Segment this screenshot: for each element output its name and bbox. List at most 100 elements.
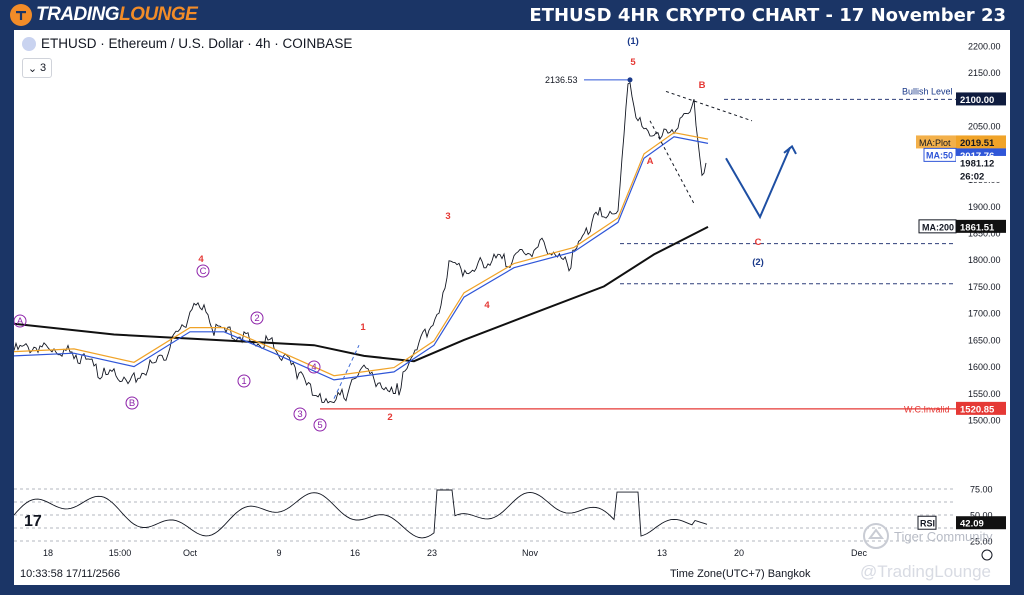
- invalidation-value: 1520.85: [960, 404, 995, 415]
- x-tick-label: Oct: [183, 548, 198, 558]
- tradinglounge-logo: TRADING LOUNGE: [10, 3, 198, 27]
- invalidation-label: W.C.Invalid: [904, 404, 950, 414]
- price-line: [14, 81, 707, 404]
- x-tick-label: 16: [350, 548, 360, 558]
- wave-label-b: B: [699, 80, 706, 91]
- y-tick-label: 2200.00: [968, 42, 1001, 52]
- ethereum-icon: [22, 36, 36, 51]
- chart-panel[interactable]: 1500.00 1550.00 1600.00 1650.00 1700.00 17 50.…: [14, 30, 1010, 585]
- ma-plot-label: MA:Plot: [919, 138, 951, 148]
- wave-label-3-circle-circle: [293, 407, 307, 421]
- timezone-button[interactable]: Time Zone(UTC+7) Bangkok: [670, 568, 811, 580]
- x-tick-label: 13: [657, 548, 667, 558]
- rsi-line: [14, 489, 708, 539]
- wave-label-5: 5: [630, 57, 636, 68]
- ma50-line: [14, 136, 709, 381]
- wave-label-4-red: 4: [484, 300, 490, 311]
- high-marker-dot: [627, 77, 633, 83]
- price-chart[interactable]: 1500.00 1550.00 1600.00 1650.00 1700.00 17 50.…: [14, 30, 1010, 585]
- y-tick-label: 1600.00: [968, 362, 1001, 372]
- bullish-level-value: 2100.00: [960, 95, 994, 106]
- wave-label-4-circle: 4: [311, 362, 316, 373]
- y-tick-label: 1800.00: [968, 255, 1001, 265]
- x-tick-label: 9: [276, 548, 281, 558]
- wave-label-1-circle: 1: [241, 376, 246, 387]
- wave-label-1-red: 1: [360, 322, 366, 333]
- symbol-header[interactable]: ETHUSD · Ethereum / U.S. Dollar · 4h · C…: [22, 36, 352, 51]
- tiger-logo-icon: [863, 523, 889, 549]
- wave-label-a: A: [647, 156, 654, 167]
- projection-arrow: [725, 147, 791, 220]
- top-banner: TRADING LOUNGE ETHUSD 4HR CRYPTO CHART -…: [0, 0, 1024, 30]
- y-tick-label: 1550.00: [968, 389, 1001, 399]
- wave-label-2-red: 2: [387, 412, 392, 423]
- ma200-value-bg: [956, 219, 1006, 233]
- wave-label-5-circle: 5: [317, 420, 322, 431]
- tiger-watermark-text: Tiger Community: [894, 528, 993, 544]
- ma-plot-tag-bg: [916, 135, 956, 149]
- wave-label-c-circle: C: [200, 266, 207, 277]
- countdown-bg: [956, 168, 1006, 182]
- wave1-dashed-line: [333, 344, 360, 399]
- timestamp: 10:33:58 17/11/2566: [20, 568, 121, 580]
- wave-label-1-major: (1): [627, 36, 639, 47]
- invalidation-value-bg: [956, 401, 1006, 415]
- y-tick-label: 1850.00: [968, 229, 1001, 239]
- bullish-level-label: Bullish Level: [902, 86, 953, 96]
- wave-label-2-circle: 2: [254, 313, 259, 324]
- ma-plot-value-bg: [956, 135, 1006, 149]
- bullish-level-value-bg: [956, 92, 1006, 106]
- ma50-label: MA:50: [926, 150, 953, 160]
- wave-label-4-circle-circle: [307, 360, 321, 374]
- chevron-down-icon: ⌄: [27, 62, 38, 75]
- logo-text-lounge: LOUNGE: [119, 4, 198, 25]
- wave-label-a-circle: A: [17, 316, 24, 327]
- logo-mark-icon: [10, 4, 32, 26]
- x-tick-label: 20: [734, 548, 744, 558]
- projection-arrow-head: [783, 144, 797, 155]
- wave-label-5-circle-circle: [313, 418, 327, 432]
- tradingview-logo-icon: 17: [24, 513, 42, 530]
- x-tick-label: 23: [427, 548, 437, 558]
- triangle-upper-line: [665, 90, 753, 122]
- settings-gear-icon: [981, 549, 993, 561]
- last-price: 1981.12: [960, 158, 994, 169]
- x-tick-label: 18: [43, 548, 53, 558]
- tradinglounge-watermark: @TradingLounge: [860, 562, 991, 581]
- x-tick-label: 15:00: [109, 548, 132, 558]
- y-tick-label: 1700.00: [968, 309, 1001, 319]
- wave-label-b-circle: B: [129, 398, 135, 409]
- wave-label-1-circle-circle: [237, 374, 251, 388]
- x-tick-label: Nov: [522, 548, 539, 558]
- countdown: 26:02: [960, 171, 984, 182]
- wave-label-b-circle-circle: [125, 396, 139, 410]
- y-tick-label: 2150.00: [968, 68, 1001, 78]
- ma-plot-line: [14, 131, 709, 377]
- ma200-value: 1861.51: [960, 222, 995, 233]
- rsi-tick-label: 50.00: [970, 511, 993, 521]
- y-tick-label: 2050.00: [968, 122, 1001, 132]
- wave-label-a-circle-circle: [14, 314, 27, 328]
- indicator-collapse-button[interactable]: ⌄ 3: [22, 58, 52, 78]
- y-tick-label: 1900.00: [968, 202, 1001, 212]
- symbol-label: ETHUSD · Ethereum / U.S. Dollar · 4h · C…: [41, 36, 353, 51]
- y-tick-label: 1650.00: [968, 335, 1001, 345]
- rsi-tag-bg: [917, 515, 937, 530]
- rsi-tick-label: 25.00: [970, 537, 993, 547]
- rsi-value: 42.09: [960, 519, 984, 530]
- wave-label-c-circle-circle: [196, 264, 210, 278]
- rsi-label: RSI: [920, 519, 935, 529]
- ma200-line: [14, 226, 709, 363]
- wave-label-c: C: [755, 237, 762, 248]
- wave-label-2-major: (2): [752, 257, 764, 268]
- status-bar: 10:33:58 17/11/2566 Time Zone(UTC+7) Ban…: [14, 564, 1010, 585]
- wave-label-3-red: 3: [445, 211, 450, 222]
- triangle-lower-line: [649, 120, 695, 204]
- last-price-bg: [956, 155, 1006, 169]
- rsi-value-bg: [956, 516, 1006, 530]
- y-tick-label: 1500.00: [968, 416, 1001, 426]
- wave-label-2-circle-circle: [250, 311, 264, 325]
- ma200-label: MA:200: [922, 222, 954, 232]
- rsi-tick-label: 75.00: [970, 485, 993, 495]
- wave-label-4-top: 4: [198, 254, 204, 265]
